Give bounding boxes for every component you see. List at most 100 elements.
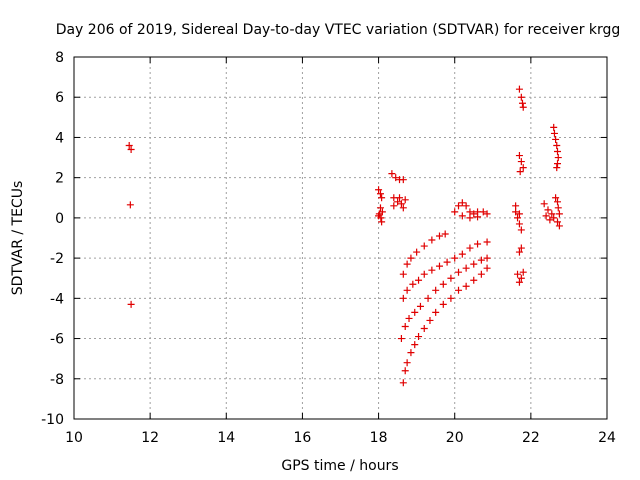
data-point (466, 244, 474, 252)
data-point (470, 210, 478, 218)
data-point (451, 254, 459, 262)
grid-lines (74, 57, 607, 419)
y-tick-label: -4 (50, 291, 64, 307)
y-tick-label: -8 (50, 372, 64, 388)
data-point (420, 242, 428, 250)
series-arc-20.0 (451, 199, 491, 222)
data-point (552, 135, 560, 143)
data-point (420, 270, 428, 278)
data-point (399, 176, 407, 184)
data-point (477, 256, 485, 264)
data-point (455, 286, 463, 294)
data-point (550, 214, 558, 222)
data-point (546, 216, 554, 224)
x-tick-label: 16 (294, 430, 312, 446)
x-tick-label: 22 (522, 430, 540, 446)
data-point (517, 93, 525, 101)
data-point (512, 208, 520, 216)
y-tick-label: -2 (50, 251, 64, 267)
data-point (378, 208, 386, 216)
x-tick-label: 20 (446, 430, 464, 446)
x-tick-label: 24 (598, 430, 616, 446)
data-point (447, 294, 455, 302)
data-point (409, 280, 417, 288)
x-tick-label: 12 (141, 430, 159, 446)
data-point (399, 270, 407, 278)
data-point (426, 316, 434, 324)
data-point (125, 141, 133, 149)
series-arc-22.4 (540, 194, 563, 230)
data-point (515, 152, 523, 160)
data-point (399, 204, 407, 212)
plot-frame (73, 56, 608, 420)
data-point (483, 210, 491, 218)
data-point (512, 202, 520, 210)
data-point (401, 322, 409, 330)
data-point (411, 341, 419, 349)
data-point (397, 335, 405, 343)
x-tick-label: 14 (217, 430, 235, 446)
data-point (517, 158, 525, 166)
data-point (514, 214, 522, 222)
data-point (516, 168, 524, 176)
data-point (407, 349, 415, 357)
data-point (447, 274, 455, 282)
data-point (392, 174, 400, 182)
axis-ticks (73, 56, 608, 420)
data-point (553, 164, 561, 172)
data-point (462, 282, 470, 290)
data-point (375, 212, 383, 220)
y-tick-label: 0 (55, 211, 64, 227)
data-point (378, 194, 386, 202)
data-point (519, 103, 527, 111)
x-axis-label: GPS time / hours (281, 458, 398, 474)
series-arc-21.6 (512, 202, 527, 286)
data-point (555, 210, 563, 218)
data-point (443, 258, 451, 266)
data-point (413, 248, 421, 256)
series-arc-18.4 (388, 170, 409, 212)
y-tick-label: -10 (41, 412, 64, 428)
data-point (376, 190, 384, 198)
y-tick-label: 8 (55, 50, 64, 66)
data-point (451, 208, 459, 216)
data-point (378, 218, 386, 226)
data-point (375, 186, 383, 194)
data-point (548, 210, 556, 218)
data-point (428, 236, 436, 244)
data-point (403, 359, 411, 367)
data-point (455, 268, 463, 276)
data-point (483, 264, 491, 272)
y-tick-label: 2 (55, 171, 64, 187)
y-tick-label: 4 (55, 130, 64, 146)
data-point (466, 214, 474, 222)
data-point (514, 270, 522, 278)
data-point (554, 154, 562, 162)
data-point (515, 220, 523, 228)
data-point (518, 99, 526, 107)
data-point (552, 194, 560, 202)
data-point (394, 198, 402, 206)
data-point (390, 202, 398, 210)
x-tick-label: 18 (370, 430, 388, 446)
data-point (542, 212, 550, 220)
series-arc-22.6-high (550, 123, 562, 172)
data-point (127, 300, 135, 308)
data-point (420, 325, 428, 332)
data-point (477, 270, 485, 278)
data-point (554, 148, 562, 156)
y-axis-label: SDTVAR / TECUs (10, 181, 26, 296)
data-point (396, 194, 404, 202)
data-point (479, 208, 487, 216)
data-point (127, 146, 135, 154)
data-point (544, 206, 552, 214)
data-point (554, 198, 562, 206)
data-point (555, 222, 563, 230)
data-point (483, 254, 491, 262)
y-tick-labels: -10 -8 -6 -4 -2 0 2 4 6 8 (41, 50, 64, 428)
data-point (399, 379, 407, 387)
data-point (554, 160, 562, 168)
series-arc-mid-1 (397, 254, 491, 343)
data-point (466, 208, 474, 216)
data-point (519, 268, 527, 276)
